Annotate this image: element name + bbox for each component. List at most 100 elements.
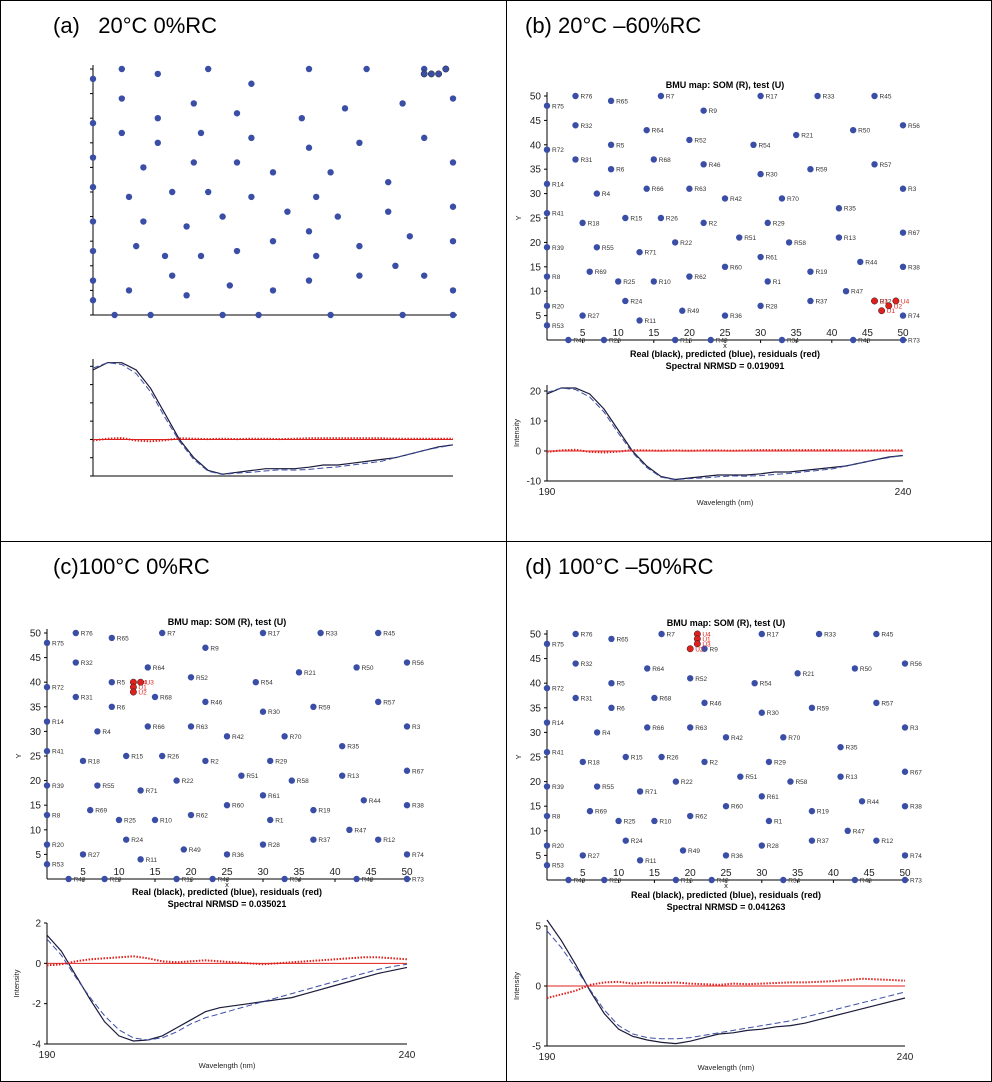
test-node-label: U2: [138, 690, 147, 697]
som-node: [115, 816, 123, 824]
som-node: [858, 798, 866, 805]
som-node: [622, 297, 629, 305]
som-node: [565, 876, 572, 884]
som-node: [807, 268, 814, 275]
som-node-label: R56: [910, 661, 922, 668]
som-node: [572, 156, 579, 163]
som-node-label: R59: [815, 167, 827, 174]
som-node-label: R30: [767, 710, 779, 717]
som-node-label: R6: [616, 167, 625, 174]
som-node: [700, 107, 707, 114]
som-node: [793, 131, 800, 139]
som-node: [219, 213, 226, 220]
som-node: [543, 180, 551, 188]
panel-a: (a) 20°C 0%RC: [0, 0, 507, 542]
som-node-label: R20: [552, 843, 564, 850]
map-x-tick-label: 50: [897, 328, 909, 339]
som-node-label: R51: [745, 774, 757, 781]
som-node: [636, 788, 644, 795]
som-node-label: R30: [766, 172, 778, 179]
map-y-axis-label: Y: [14, 753, 23, 758]
som-node-label: R38: [412, 803, 424, 810]
som-node: [327, 169, 334, 176]
som-node: [363, 65, 370, 73]
som-node: [43, 811, 51, 819]
som-node-label: R4: [602, 191, 611, 198]
map-x-tick-label: 15: [649, 868, 661, 879]
som-node: [543, 146, 551, 153]
som-node: [202, 698, 209, 706]
map-x-axis-label: x: [724, 881, 728, 890]
som-node: [360, 797, 367, 804]
test-node-label: U2: [695, 646, 704, 653]
som-node: [137, 856, 144, 863]
som-node-label: R62: [694, 274, 706, 281]
som-node: [43, 639, 51, 647]
som-node: [543, 862, 551, 869]
som-node: [671, 336, 679, 344]
som-node: [406, 233, 413, 240]
som-node-label: R64: [652, 128, 664, 135]
som-node-label: R60: [730, 264, 742, 271]
som-node: [72, 659, 80, 666]
som-node: [700, 161, 707, 168]
som-node: [658, 630, 665, 638]
spectrum-caption: Real (black), predicted (blue), residual…: [631, 890, 821, 900]
som-node: [835, 234, 843, 241]
som-node: [671, 239, 679, 246]
map-x-tick-label: 45: [864, 868, 876, 879]
som-node: [543, 209, 551, 217]
spec-y-tick-label: 0: [35, 959, 41, 970]
som-node-label: R69: [595, 269, 607, 276]
map-x-tick-label: 40: [826, 328, 838, 339]
som-node-label: R36: [232, 852, 244, 859]
som-node: [159, 629, 166, 637]
som-node: [600, 336, 608, 344]
som-node: [267, 757, 274, 765]
som-node-label: R7: [167, 631, 176, 638]
som-node: [757, 92, 764, 100]
som-node: [197, 252, 205, 260]
som-node-label: R72: [552, 686, 564, 693]
som-node-label: R22: [680, 240, 692, 247]
som-node: [873, 837, 880, 844]
som-node: [835, 205, 843, 212]
som-node: [701, 645, 708, 652]
map-y-tick-label: 30: [30, 727, 42, 738]
som-node-label: R51: [744, 235, 756, 242]
som-node: [543, 719, 551, 726]
spectrum-nrmsd: Spectral NRMSD = 0.035021: [168, 899, 287, 909]
test-node-label: U3: [146, 680, 155, 687]
map-y-axis-label: Y: [514, 754, 523, 759]
map-x-tick-label: 30: [257, 867, 269, 878]
som-node: [636, 857, 644, 864]
som-node: [780, 876, 787, 884]
som-node: [780, 734, 787, 741]
som-node-label: R44: [867, 799, 879, 806]
som-node-label: R51: [246, 773, 258, 780]
som-node: [187, 811, 195, 819]
som-node: [543, 273, 551, 280]
som-node: [187, 674, 195, 681]
som-node-label: R74: [910, 853, 922, 860]
som-node-label: R11: [645, 318, 657, 325]
som-node: [871, 92, 878, 100]
som-node: [579, 852, 586, 859]
som-node-label: R25: [624, 818, 636, 825]
som-node-label: R71: [645, 250, 657, 257]
som-node: [579, 219, 586, 227]
som-node: [643, 126, 650, 134]
som-node-label: R19: [318, 808, 330, 815]
som-node: [202, 644, 209, 651]
spec-y-axis-label: Intensity: [512, 972, 521, 1000]
spec-y-tick-label: 10: [530, 417, 542, 428]
som-node-label: R56: [908, 123, 920, 130]
som-node: [89, 119, 97, 127]
som-node-label: R16: [182, 877, 194, 884]
map-x-tick-label: 50: [899, 868, 911, 879]
panel-c-chart: BMU map: SOM (R), test (U)51015202530354…: [12, 617, 424, 1070]
map-y-tick-label: 10: [530, 826, 542, 837]
som-node: [169, 188, 176, 196]
som-node: [837, 773, 844, 780]
som-node-label: R5: [117, 680, 126, 687]
